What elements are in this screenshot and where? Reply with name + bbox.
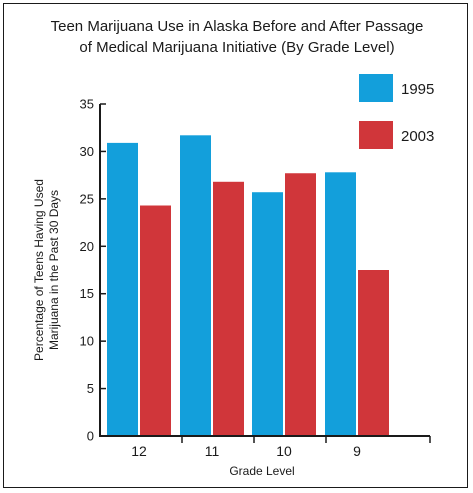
x-tick-label-11: 11: [205, 443, 220, 459]
bar-2003-grade-10: [285, 173, 316, 436]
x-tick-label-10: 10: [276, 443, 292, 459]
y-tick-label: 35: [80, 97, 94, 112]
bar-1995-grade-12: [107, 142, 138, 437]
x-axis-label: Grade Level: [229, 464, 294, 478]
x-tick-label-12: 12: [131, 443, 147, 459]
bar-2003-grade-9: [358, 270, 389, 436]
y-axis-label-line-1: Percentage of Teens Having Used: [32, 179, 46, 361]
bar-1995-grade-11: [180, 135, 211, 436]
y-tick-label: 5: [87, 381, 94, 396]
y-tick-label: 30: [80, 144, 94, 159]
x-tick-label-9: 9: [353, 443, 361, 459]
legend-swatch-2003: [359, 121, 393, 149]
y-tick-label: 20: [80, 239, 94, 254]
y-tick-label: 10: [80, 334, 94, 349]
bar-1995-grade-9: [325, 172, 356, 436]
y-tick-label: 15: [80, 286, 94, 301]
chart-title-line-1: Teen Marijuana Use in Alaska Before and …: [51, 18, 424, 35]
bar-1995-grade-10: [252, 192, 283, 436]
legend: 1995 2003: [359, 74, 434, 149]
bars-group: [107, 135, 389, 437]
y-tick-label: 0: [87, 429, 94, 444]
tick-labels-group: 0 5 10 15 20 25 30 35 12 11 10 9: [80, 97, 362, 460]
y-tick-label: 25: [80, 191, 94, 206]
chart-title-line-2: of Medical Marijuana Initiative (By Grad…: [79, 39, 394, 56]
y-axis-label-line-2: Marijuana in the Past 30 Days: [47, 190, 61, 350]
legend-label-1995: 1995: [401, 81, 434, 98]
legend-swatch-1995: [359, 74, 393, 102]
bar-2003-grade-12: [140, 205, 171, 436]
bar-2003-grade-11: [213, 181, 244, 436]
y-axis-label: Percentage of Teens Having Used Marijuan…: [32, 179, 61, 361]
legend-label-2003: 2003: [401, 128, 434, 145]
axes-group: [99, 103, 431, 443]
